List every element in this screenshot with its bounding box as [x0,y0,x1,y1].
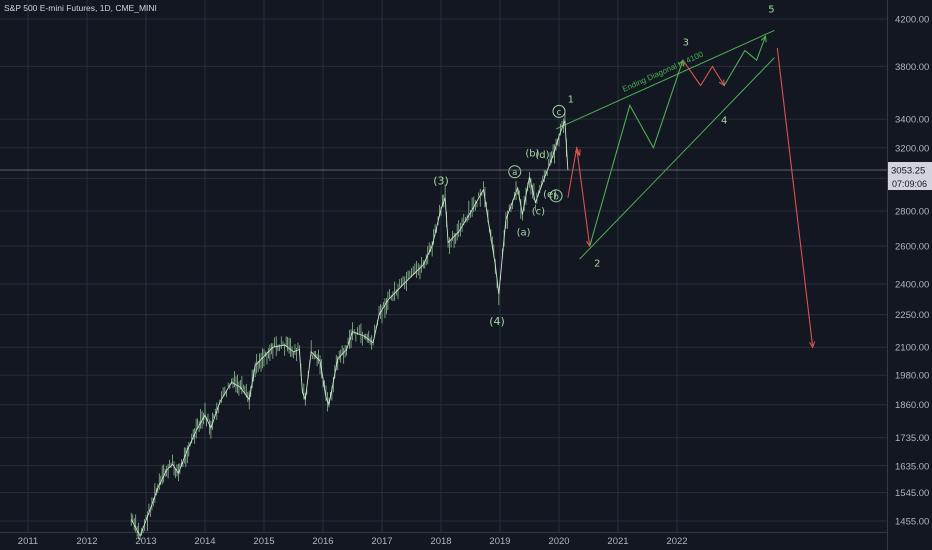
y-axis: 1455.00 1545.00 1635.00 1735.00 1860.00 1980.… [895,15,929,528]
current-price-tag [888,162,932,178]
y-tick-label: 1860.00 [895,400,929,411]
x-tick-label: 2014 [194,536,215,547]
x-tick-label: 2016 [312,536,333,547]
wave-label: c [557,108,562,118]
y-tick-label: 4200.00 [895,15,929,26]
x-tick-label: 2015 [253,536,274,547]
projection-arrowhead [574,149,581,157]
x-tick-label: 2013 [135,536,156,547]
y-tick-label: 2250.00 [895,310,929,321]
y-tick-label: 3200.00 [895,143,929,154]
countdown-tag [888,177,932,191]
wave-label: (c) [532,206,545,217]
x-axis: 2011 2012 2013 2014 2015 2016 2017 2018 2019 2020… [18,536,688,547]
wave-label: (b) [525,149,539,160]
projection-path [576,147,591,247]
grid [0,0,888,550]
wave-label: b [553,192,558,202]
diagonal-lower-line [579,57,775,260]
projection-paths [567,35,816,349]
diagonal-label: Ending Diagonal to 4100 [621,49,705,93]
x-tick-label: 2019 [489,536,510,547]
wave-label: 3 [683,38,689,49]
y-tick-label: 1455.00 [895,517,929,528]
wave-label: 1 [568,95,574,106]
wave-label: (d) [535,150,549,161]
y-tick-label: 1980.00 [895,371,929,382]
projection-path [589,60,684,247]
projection-path [723,36,767,86]
wave-label: a [512,168,517,178]
x-tick-label: 2011 [18,536,38,547]
projection-path [776,48,814,348]
x-tick-label: 2020 [548,536,569,547]
price-line [130,120,569,537]
wave-label: (4) [489,315,505,328]
diagonal-upper-line [555,29,775,130]
wave-label: (a) [517,227,531,238]
wave-label-circle [549,189,563,203]
y-tick-label: 3800.00 [895,62,929,73]
wave-label-circle [508,165,522,179]
projection-arrowhead [760,35,767,43]
wave-label: 2 [594,259,600,270]
wave-label-circle [552,104,566,118]
y-tick-label: 2800.00 [895,207,929,218]
y-tick-label: 2100.00 [895,343,929,354]
ending-diagonal: Ending Diagonal to 4100 [555,29,775,260]
x-tick-label: 2018 [430,536,451,547]
y-tick-label: 1545.00 [895,488,929,499]
y-tick-label: 2400.00 [895,280,929,291]
x-tick-label: 2022 [666,536,687,547]
y-tick-label: 2600.00 [895,242,929,253]
y-tick-label: 1635.00 [895,461,929,472]
wave-label: (3) [433,175,449,188]
x-tick-label: 2021 [607,536,628,547]
countdown-value: 07:09:06 [892,179,927,189]
y-tick-label: 3400.00 [895,115,929,126]
x-tick-label: 2012 [76,536,97,547]
projection-arrowhead [809,341,816,349]
x-tick-label: 2017 [371,536,392,547]
price-series [130,109,569,541]
wave-label: 4 [721,115,727,126]
wave-label: 5 [768,4,774,15]
projection-path [682,59,725,87]
y-tick-label: 1735.00 [895,433,929,444]
current-price-value: 3053.25 [891,166,925,177]
chart-title: S&P 500 E-mini Futures, 1D, CME_MINI [4,3,157,13]
current-price: 3053.25 07:09:06 [0,162,932,191]
